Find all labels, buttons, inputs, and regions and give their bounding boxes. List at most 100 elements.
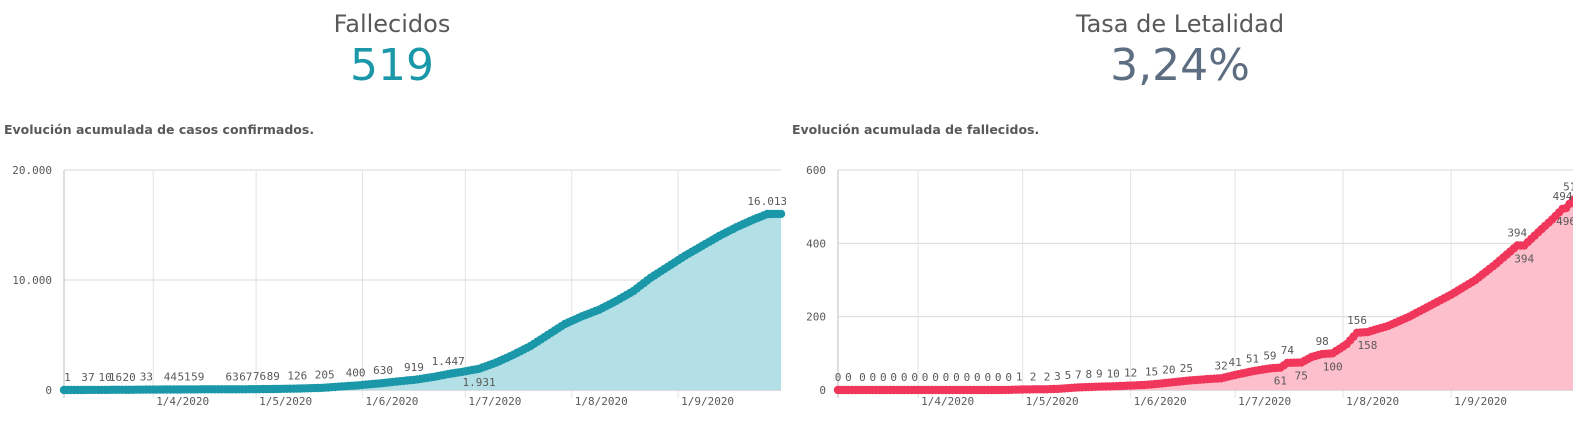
- data-label: 16: [109, 371, 122, 384]
- data-point[interactable]: [776, 209, 786, 219]
- data-label: 494: [1553, 190, 1573, 203]
- data-label: 74: [1281, 344, 1295, 357]
- data-label: 394: [1507, 227, 1527, 240]
- data-label: 0: [859, 371, 866, 384]
- chart-title-fallecidos: Evolución acumulada de fallecidos.: [792, 122, 1040, 137]
- data-label: 0: [880, 371, 887, 384]
- data-label: 0: [1005, 371, 1012, 384]
- data-label: 20: [123, 371, 136, 384]
- data-label: 75: [1295, 370, 1308, 383]
- x-tick-label: 1/4/2020: [921, 395, 974, 408]
- data-label: 0: [995, 371, 1002, 384]
- y-tick-label: 20.000: [12, 164, 52, 177]
- data-label: 0: [835, 371, 842, 384]
- data-label: 76: [253, 370, 266, 383]
- y-tick-label: 0: [45, 384, 52, 397]
- data-label: 8: [1085, 368, 1092, 381]
- data-label: 98: [1316, 335, 1329, 348]
- data-label: 7: [88, 371, 95, 384]
- kpi-tasa-letalidad: Tasa de Letalidad 3,24%: [970, 10, 1390, 91]
- data-label: 496: [1556, 215, 1573, 228]
- data-label: 67: [239, 370, 252, 383]
- area-fill: [838, 199, 1573, 390]
- data-label: 0: [984, 371, 991, 384]
- x-tick-label: 1/9/2020: [681, 395, 734, 408]
- data-label: 630: [373, 364, 393, 377]
- data-label: 3: [1054, 370, 1061, 383]
- data-label: 1: [64, 371, 71, 384]
- data-label: 1: [1016, 371, 1023, 384]
- data-label: 7: [1075, 368, 1082, 381]
- data-label: 2: [1044, 370, 1051, 383]
- x-tick-label: 1/6/2020: [365, 395, 418, 408]
- data-label: 0: [974, 371, 981, 384]
- data-label: 0: [901, 371, 908, 384]
- data-label: 12: [1124, 367, 1137, 380]
- data-label: 394: [1514, 253, 1534, 266]
- data-label: 0: [953, 371, 960, 384]
- data-label: 0: [870, 371, 877, 384]
- data-label: 15: [1145, 366, 1158, 379]
- data-label: 9: [1096, 368, 1103, 381]
- data-label: 16.013: [747, 195, 786, 208]
- data-label: 10: [99, 371, 112, 384]
- x-tick-label: 1/7/2020: [468, 395, 521, 408]
- data-label: 0: [911, 371, 918, 384]
- chart-title-casos: Evolución acumulada de casos confirmados…: [4, 122, 315, 137]
- kpi-label: Tasa de Letalidad: [1075, 10, 1285, 38]
- data-label: 20: [1162, 364, 1175, 377]
- x-tick-label: 1/8/2020: [1346, 395, 1399, 408]
- data-label: 59: [1263, 349, 1276, 362]
- x-tick-label: 1/7/2020: [1238, 395, 1291, 408]
- data-label: 0: [964, 371, 971, 384]
- data-label: 205: [315, 369, 335, 382]
- data-label: 1.931: [463, 376, 496, 389]
- kpi-fallecidos: Fallecidos 519: [182, 10, 602, 91]
- kpi-value: 3,24%: [1110, 40, 1250, 91]
- x-tick-label: 1/4/2020: [156, 395, 209, 408]
- data-label: 61: [1274, 375, 1287, 388]
- data-label: 25: [1180, 362, 1193, 375]
- y-tick-label: 200: [806, 311, 826, 324]
- x-tick-label: 1/5/2020: [259, 395, 312, 408]
- y-tick-label: 0: [819, 384, 826, 397]
- data-label: 0: [890, 371, 897, 384]
- y-tick-label: 400: [806, 237, 826, 250]
- data-label: 63: [225, 370, 238, 383]
- data-label: 51: [177, 370, 190, 383]
- data-label: 3: [81, 371, 88, 384]
- y-tick-label: 600: [806, 164, 826, 177]
- data-label: 5: [1065, 369, 1072, 382]
- data-label: 919: [404, 361, 424, 374]
- data-label: 158: [1358, 339, 1378, 352]
- data-label: 51: [1246, 352, 1259, 365]
- kpi-label: Fallecidos: [333, 10, 451, 38]
- data-label: 519: [1563, 181, 1573, 194]
- data-label: 41: [1228, 356, 1241, 369]
- data-label: 126: [287, 370, 307, 383]
- x-tick-label: 1/8/2020: [575, 395, 628, 408]
- y-tick-label: 10.000: [12, 274, 52, 287]
- data-label: 10: [1107, 367, 1120, 380]
- data-label: 0: [845, 371, 852, 384]
- x-tick-label: 1/9/2020: [1454, 395, 1507, 408]
- area-fill: [64, 213, 781, 390]
- data-point[interactable]: [1568, 195, 1573, 204]
- data-label: 156: [1347, 314, 1367, 327]
- data-label: 0: [922, 371, 929, 384]
- x-tick-label: 1/6/2020: [1134, 395, 1187, 408]
- kpi-value: 519: [350, 40, 434, 91]
- data-label: 59: [191, 370, 204, 383]
- data-label: 32: [1215, 359, 1228, 372]
- data-label: 400: [346, 367, 366, 380]
- data-label: 0: [943, 371, 950, 384]
- data-label: 2: [1030, 370, 1037, 383]
- data-label: 100: [1323, 360, 1343, 373]
- x-tick-label: 1/5/2020: [1026, 395, 1079, 408]
- data-label: 1.447: [432, 355, 465, 368]
- data-label: 44: [164, 371, 178, 384]
- data-label: 33: [140, 371, 153, 384]
- casos-confirmados-chart[interactable]: 0 10.000 20.000 1/4/2020 1/5/2020 1/6/2020 1/7…: [0, 150, 786, 420]
- data-label: 89: [267, 370, 280, 383]
